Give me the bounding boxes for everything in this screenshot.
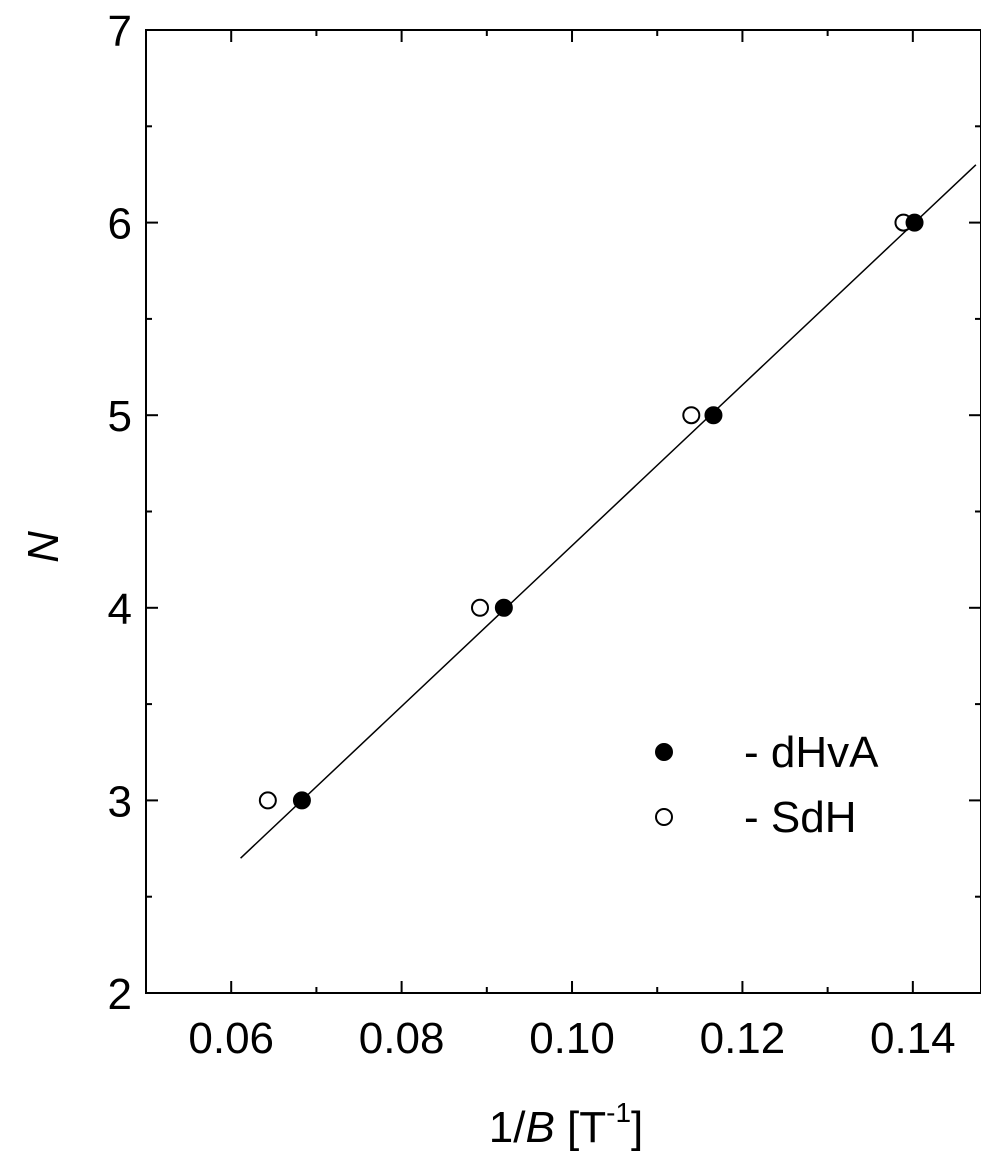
- y-axis-title: N: [19, 531, 68, 563]
- legend-marker-dhva: [655, 743, 673, 761]
- y-tick-label: 3: [108, 777, 132, 826]
- plot-axes: 2 3 4 5 6 7 0.06 0.08 0.10 0.12 0.14: [108, 7, 981, 1063]
- y-tick-label: 7: [108, 7, 132, 56]
- fit-line-group: [240, 164, 977, 859]
- dhva-point: [494, 598, 513, 617]
- x-tick-label: 0.12: [700, 1014, 786, 1063]
- x-axis-title: 1/B [T-1]: [489, 1097, 644, 1152]
- x-tick-label: 0.08: [359, 1014, 445, 1063]
- dhva-point: [704, 406, 723, 425]
- x-tick-label: 0.06: [188, 1014, 274, 1063]
- legend-label: - dHvA: [744, 728, 879, 777]
- y-tick-label: 2: [108, 970, 132, 1019]
- legend-label: - SdH: [744, 793, 856, 842]
- y-tick-label: 5: [108, 392, 132, 441]
- sdh-point: [471, 598, 489, 617]
- data-points: [258, 213, 924, 810]
- fit-line: [240, 164, 977, 859]
- plot-frame: [145, 29, 981, 994]
- dhva-point: [292, 791, 311, 810]
- legend: - dHvA - SdH: [655, 728, 879, 842]
- x-tick-label: 0.14: [870, 1014, 956, 1063]
- y-tick-label: 6: [108, 200, 132, 249]
- legend-marker-sdh: [655, 808, 673, 826]
- y-tick-label: 4: [108, 585, 132, 634]
- x-tick-label: 0.10: [529, 1014, 615, 1063]
- dhva-point: [905, 213, 924, 232]
- sdh-point: [258, 791, 277, 810]
- sdh-point: [682, 406, 701, 425]
